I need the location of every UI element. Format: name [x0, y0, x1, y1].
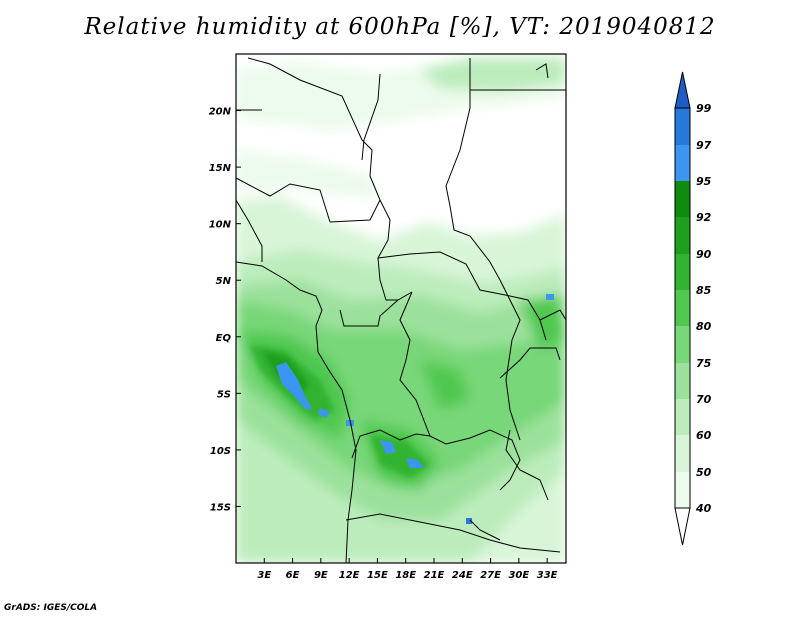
lat-tick-label: 15S — [210, 502, 231, 513]
colorbar-label: 90 — [696, 248, 712, 261]
colorbar-segment — [675, 363, 690, 399]
colorbar-label: 92 — [696, 211, 712, 224]
lon-tick-label: 15E — [367, 570, 388, 581]
lon-tick-label: 30E — [508, 570, 529, 581]
lon-tick-label: 3E — [257, 570, 271, 581]
lat-tick-label: 10S — [210, 446, 231, 457]
lon-tick-label: 33E — [537, 570, 558, 581]
colorbar-label: 60 — [696, 429, 712, 442]
colorbar-label: 80 — [696, 320, 712, 333]
lat-tick-label: 5N — [216, 276, 232, 287]
lon-tick-label: 9E — [314, 570, 328, 581]
colorbar-segment — [675, 108, 690, 145]
longitude-ticks: 3E 6E 9E 12E 15E 18E 21E 24E 27E 30E 33E — [257, 558, 558, 581]
colorbar: 99 97 95 92 90 85 80 75 70 60 50 40 — [674, 71, 712, 546]
lon-tick-label: 27E — [480, 570, 501, 581]
lon-tick-label: 24E — [452, 570, 473, 581]
lon-tick-label: 12E — [339, 570, 360, 581]
map-frame — [235, 53, 567, 564]
colorbar-label: 75 — [696, 357, 712, 370]
colorbar-label: 85 — [696, 284, 712, 297]
colorbar-label: 50 — [696, 466, 712, 479]
humidity-field — [236, 54, 566, 563]
lon-tick-label: 18E — [395, 570, 416, 581]
colorbar-label: 99 — [696, 102, 712, 115]
colorbar-label: 95 — [696, 175, 712, 188]
lat-tick-label: 15N — [209, 163, 232, 174]
colorbar-segment — [675, 217, 690, 254]
colorbar-label: 40 — [695, 502, 712, 515]
colorbar-segment — [675, 472, 690, 508]
colorbar-lower-triangle — [674, 507, 691, 546]
credit-label: GrADS: IGES/COLA — [4, 603, 98, 613]
colorbar-segment — [675, 326, 690, 363]
colorbar-segment — [675, 399, 690, 435]
latitude-ticks: 20N 15N 10N 5N EQ 5S 10S 15S — [209, 107, 241, 513]
colorbar-label: 97 — [696, 139, 712, 152]
country-borders — [236, 57, 566, 563]
colorbar-segment — [675, 254, 690, 290]
colorbar-segment — [675, 290, 690, 326]
map-title: Relative humidity at 600hPa [%], VT: 201… — [84, 14, 716, 40]
colorbar-upper-triangle — [674, 71, 691, 109]
lat-tick-label: 10N — [209, 220, 232, 231]
lat-tick-label: 5S — [217, 389, 231, 400]
lat-tick-label: 20N — [209, 107, 232, 118]
lat-tick-label: EQ — [216, 333, 232, 344]
lon-tick-label: 21E — [424, 570, 445, 581]
colorbar-label: 70 — [696, 393, 712, 406]
colorbar-segment — [675, 181, 690, 217]
lon-tick-label: 6E — [286, 570, 300, 581]
colorbar-segment — [675, 435, 690, 472]
colorbar-segment — [675, 145, 690, 181]
